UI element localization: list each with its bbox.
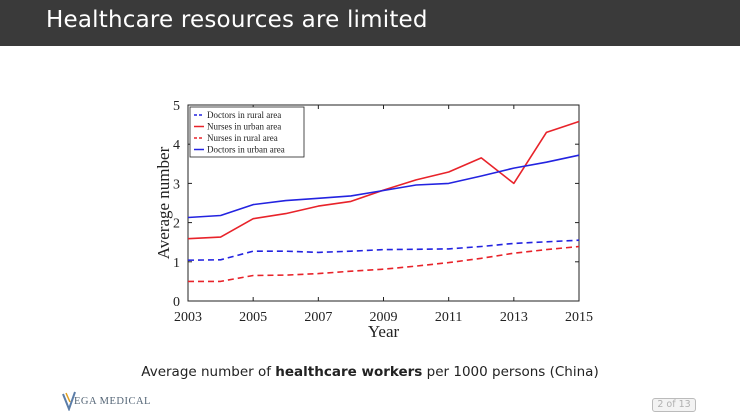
legend-label-0: Doctors in rural area	[207, 110, 281, 120]
series-line-0	[187, 239, 580, 261]
legend-box	[189, 106, 305, 158]
x-tick-label: 2009	[370, 310, 398, 325]
legend-label-3: Doctors in urban area	[207, 145, 285, 155]
y-axis-label: Average number	[154, 146, 173, 259]
caption-suffix: per 1000 persons (China)	[422, 364, 599, 380]
slide-title: Healthcare resources are limited	[46, 7, 428, 33]
y-tick-label: 2	[173, 217, 180, 232]
vega-medical-logo: EGA MEDICAL	[62, 389, 172, 413]
chart-legend: Doctors in rural area Nurses in urban are…	[189, 106, 305, 158]
chart-caption: Average number of healthcare workers per…	[0, 364, 740, 380]
x-tick-label: 2003	[174, 310, 202, 325]
y-tick-label: 0	[173, 295, 180, 310]
y-tick-label: 4	[173, 138, 180, 153]
x-tick-label: 2005	[239, 310, 267, 325]
legend-label-2: Nurses in rural area	[207, 133, 278, 143]
page-indicator[interactable]: 2 of 13	[652, 398, 696, 412]
x-tick-label: 2007	[304, 310, 332, 325]
x-tick-label: 2013	[500, 310, 528, 325]
x-tick-label: 2015	[565, 310, 593, 325]
caption-emphasis: healthcare workers	[275, 364, 423, 380]
series-line-3	[187, 154, 580, 219]
caption-prefix: Average number of	[141, 364, 276, 380]
x-tick-label: 2011	[435, 310, 462, 325]
chart-axes: 2003 2005 2007 2009 2011 2013 2015 0 1 2 3 4 5 Year Av…	[154, 99, 593, 341]
x-axis-label: Year	[368, 322, 400, 341]
legend-label-1: Nurses in urban area	[207, 122, 281, 132]
y-tick-label: 5	[173, 99, 180, 114]
y-tick-label: 3	[173, 177, 180, 192]
title-bar: Healthcare resources are limited	[0, 0, 740, 46]
logo-text: EGA MEDICAL	[74, 396, 151, 407]
y-tick-label: 1	[173, 256, 180, 271]
chart-series	[187, 120, 580, 283]
logo-v-mark-icon	[62, 391, 76, 411]
series-line-2	[188, 245, 580, 283]
